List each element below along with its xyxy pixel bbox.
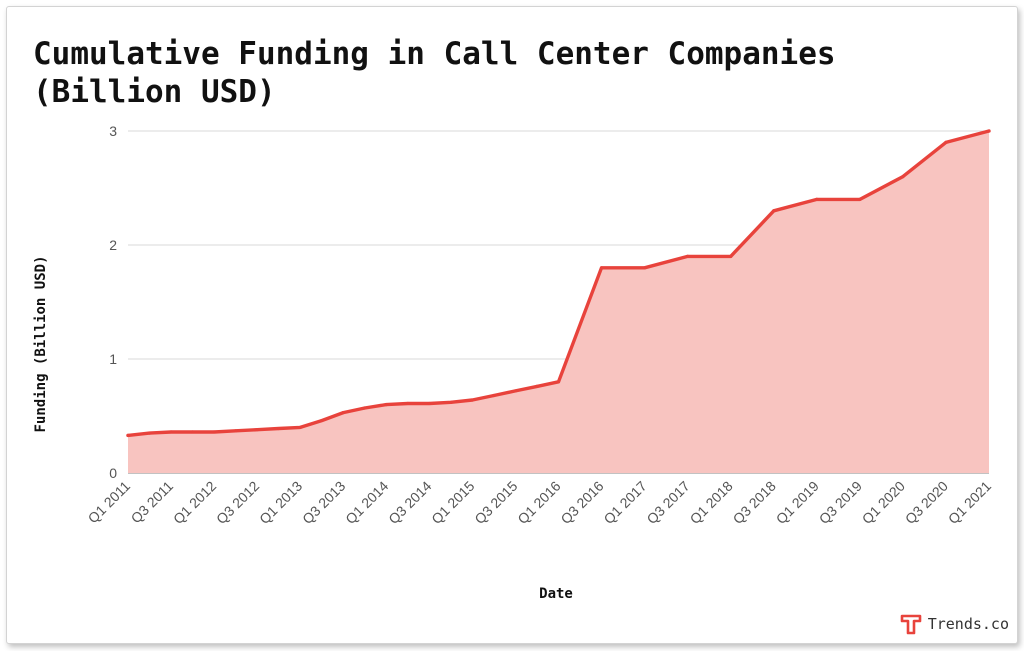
brand-name: Trends.co xyxy=(927,615,1009,633)
y-tick-label: 2 xyxy=(109,237,117,253)
x-tick-label: Q3 2013 xyxy=(299,478,348,527)
data-point xyxy=(147,431,152,435)
data-point xyxy=(535,384,539,388)
x-tick-label: Q1 2018 xyxy=(687,478,736,527)
data-point xyxy=(815,197,819,201)
data-point xyxy=(277,426,281,431)
data-point xyxy=(234,429,238,433)
data-point xyxy=(449,400,453,404)
data-point xyxy=(944,140,948,144)
data-point xyxy=(987,129,991,133)
data-point xyxy=(492,393,496,398)
data-point xyxy=(643,266,647,270)
x-tick-label: Q1 2020 xyxy=(859,478,908,527)
x-tick-label: Q1 2012 xyxy=(170,478,219,527)
data-point xyxy=(901,175,905,179)
x-tick-label: Q3 2015 xyxy=(471,478,520,527)
data-point xyxy=(320,418,324,423)
data-point xyxy=(363,406,367,410)
data-point xyxy=(169,430,173,434)
chart-title: Cumulative Funding in Call Center Compan… xyxy=(33,35,993,111)
x-tick-label: Q1 2017 xyxy=(600,478,649,527)
x-tick-label: Q1 2015 xyxy=(428,478,477,527)
x-tick-label: Q3 2012 xyxy=(213,478,262,527)
data-point xyxy=(556,380,561,384)
x-tick-label: Q1 2014 xyxy=(342,478,391,527)
data-point xyxy=(384,403,388,407)
x-tick-label: Q3 2016 xyxy=(557,478,606,527)
x-tick-label: Q3 2017 xyxy=(643,478,692,527)
y-axis: 0 1 2 3 xyxy=(109,123,117,481)
data-point xyxy=(212,430,216,434)
x-tick-label: Q3 2018 xyxy=(730,478,779,527)
y-tick-label: 0 xyxy=(109,465,117,481)
data-point xyxy=(513,389,518,393)
data-point xyxy=(341,410,345,415)
x-tick-label: Q1 2019 xyxy=(773,478,822,527)
x-tick-label: Q1 2016 xyxy=(514,478,563,527)
x-tick-label: Q3 2014 xyxy=(385,478,434,527)
series-area-fill xyxy=(128,131,989,473)
area-series xyxy=(126,129,991,473)
data-point xyxy=(406,401,410,406)
data-point xyxy=(858,197,862,201)
data-point xyxy=(686,254,690,258)
trends-t-logo-icon xyxy=(900,614,922,635)
chart-title-line-1: Cumulative Funding in Call Center Compan… xyxy=(33,36,836,72)
data-point xyxy=(772,209,776,213)
data-point xyxy=(599,266,604,270)
x-tick-label: Q3 2011 xyxy=(128,478,177,527)
data-point xyxy=(427,401,431,406)
y-tick-label: 1 xyxy=(109,351,117,367)
data-point xyxy=(729,254,733,258)
x-tick-label: Q1 2011 xyxy=(85,478,134,527)
x-tick-label: Q3 2019 xyxy=(816,478,865,527)
x-tick-label: Q1 2013 xyxy=(256,478,305,527)
data-point xyxy=(190,430,195,434)
y-axis-title: Funding (Billion USD) xyxy=(33,255,49,432)
chart-title-line-2: (Billion USD) xyxy=(33,74,276,110)
data-point xyxy=(255,428,259,432)
x-tick-label: Q3 2020 xyxy=(902,478,951,527)
x-tick-label: Q1 2021 xyxy=(945,478,994,527)
brand-watermark: Trends.co xyxy=(900,613,1009,635)
data-point xyxy=(470,398,474,402)
chart-frame: Cumulative Funding in Call Center Compan… xyxy=(6,6,1018,644)
y-tick-label: 3 xyxy=(109,123,117,139)
data-point xyxy=(126,433,130,437)
data-point xyxy=(298,425,302,429)
x-axis-title: Date xyxy=(539,586,573,602)
